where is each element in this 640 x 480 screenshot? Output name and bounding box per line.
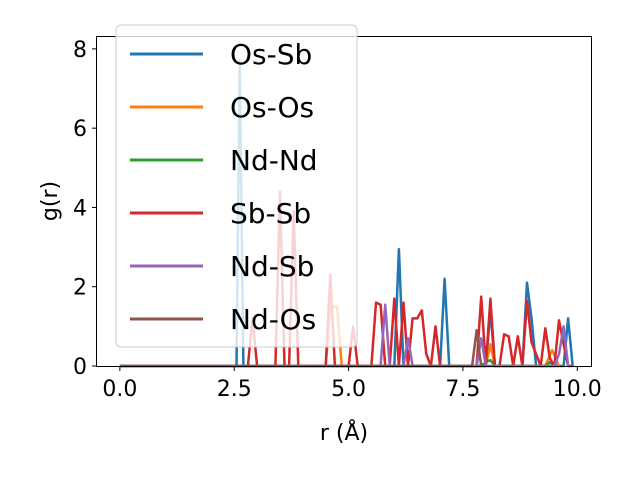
legend-label: Sb-Sb (230, 197, 311, 230)
x-tick-label: 10.0 (553, 377, 602, 402)
legend-label: Nd-Os (230, 303, 316, 336)
legend-label: Nd-Nd (230, 144, 318, 177)
x-tick-label: 7.5 (445, 377, 480, 402)
x-axis-label: r (Å) (320, 419, 368, 446)
y-tick-label: 8 (73, 38, 87, 63)
y-axis-label: g(r) (38, 181, 63, 221)
legend: Os-Sb Os-Os Nd-Nd Sb-Sb Nd-Sb Nd-Os (115, 24, 358, 348)
y-tick-label: 0 (73, 355, 87, 380)
x-tick-label: 2.5 (217, 377, 252, 402)
x-tick-label: 0.0 (102, 377, 137, 402)
legend-label: Os-Sb (230, 38, 312, 71)
legend-frame (115, 24, 358, 348)
y-axis: 0 2 4 6 8 (73, 38, 97, 380)
y-tick-label: 6 (73, 117, 87, 142)
legend-label: Os-Os (230, 91, 314, 124)
y-tick-label: 2 (73, 276, 87, 301)
legend-label: Nd-Sb (230, 250, 314, 283)
x-axis: 0.0 2.5 5.0 7.5 10.0 (102, 366, 602, 402)
y-tick-label: 4 (73, 196, 87, 221)
x-tick-label: 5.0 (331, 377, 366, 402)
